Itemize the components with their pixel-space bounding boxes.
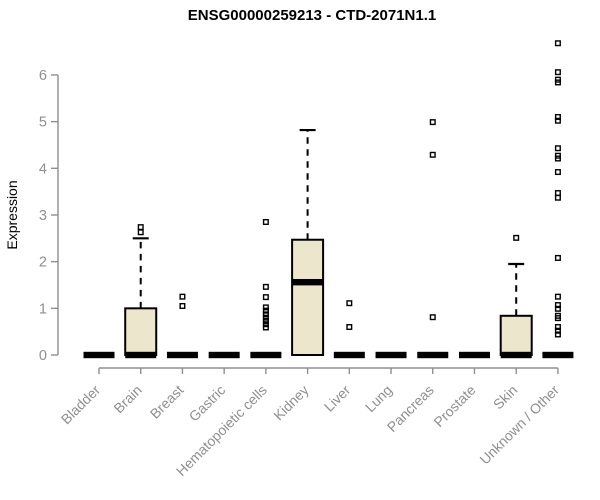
outlier-point <box>554 327 561 334</box>
outlier-point <box>554 323 561 330</box>
box <box>124 307 158 356</box>
outlier-point <box>262 294 269 301</box>
outlier-point <box>262 307 269 314</box>
outlier-point <box>554 194 561 201</box>
outlier-point <box>554 40 561 47</box>
outlier-point <box>554 113 561 120</box>
x-category-label: Kidney <box>270 382 312 424</box>
median-line <box>542 351 574 359</box>
outlier-point <box>554 79 561 86</box>
box <box>291 238 325 356</box>
x-category-label: Skin <box>490 382 521 413</box>
outlier-point <box>262 324 269 331</box>
outlier-point <box>179 302 186 309</box>
outlier-point <box>179 293 186 300</box>
y-tick-label: 2 <box>39 255 47 271</box>
outlier-point <box>554 315 561 322</box>
median-line <box>125 351 157 359</box>
y-tick-label: 1 <box>39 301 47 317</box>
outlier-point <box>554 190 561 197</box>
outlier-point <box>137 229 144 236</box>
x-category-label: Breast <box>147 382 187 422</box>
outlier-point <box>262 321 269 328</box>
median-line <box>292 278 324 286</box>
outlier-point <box>346 323 353 330</box>
outlier-point <box>513 234 520 241</box>
outlier-point <box>346 300 353 307</box>
outlier-point <box>262 304 269 311</box>
median-line <box>417 351 449 359</box>
outlier-point <box>554 69 561 76</box>
outlier-point <box>429 119 436 126</box>
outlier-point <box>137 224 144 231</box>
outlier-point <box>554 169 561 176</box>
outlier-point <box>554 302 561 309</box>
box <box>499 314 533 357</box>
x-category-label: Prostate <box>430 382 478 430</box>
median-line <box>458 351 490 359</box>
y-tick-label: 0 <box>39 348 47 364</box>
outlier-point <box>554 145 561 152</box>
y-tick-label: 4 <box>39 161 47 177</box>
y-tick-label: 3 <box>39 208 47 224</box>
x-category-label: Liver <box>321 382 354 415</box>
median-line <box>500 351 532 359</box>
outlier-point <box>554 305 561 312</box>
outlier-point <box>554 155 561 162</box>
median-line <box>208 351 240 359</box>
chart-title: ENSG00000259213 - CTD-2071N1.1 <box>188 7 436 24</box>
outlier-point <box>262 311 269 318</box>
median-line <box>250 351 282 359</box>
x-category-label: Bladder <box>58 382 104 428</box>
median-line <box>166 351 198 359</box>
x-category-label: Lung <box>362 382 395 415</box>
median-line <box>333 351 365 359</box>
outlier-point <box>554 331 561 338</box>
y-tick-label: 6 <box>39 68 47 84</box>
outlier-point <box>262 314 269 321</box>
x-category-label: Unknown / Other <box>476 382 562 468</box>
median-line <box>83 351 115 359</box>
outlier-point <box>554 293 561 300</box>
outlier-point <box>429 151 436 158</box>
outlier-point <box>262 317 269 324</box>
outlier-point <box>262 283 269 290</box>
y-tick-label: 5 <box>39 115 47 131</box>
outlier-point <box>429 314 436 321</box>
x-category-label: Brain <box>110 382 144 416</box>
y-axis-label: Expression <box>4 180 20 249</box>
outlier-point <box>554 254 561 261</box>
median-line <box>375 351 407 359</box>
outlier-point <box>262 218 269 225</box>
outlier-point <box>554 117 561 124</box>
